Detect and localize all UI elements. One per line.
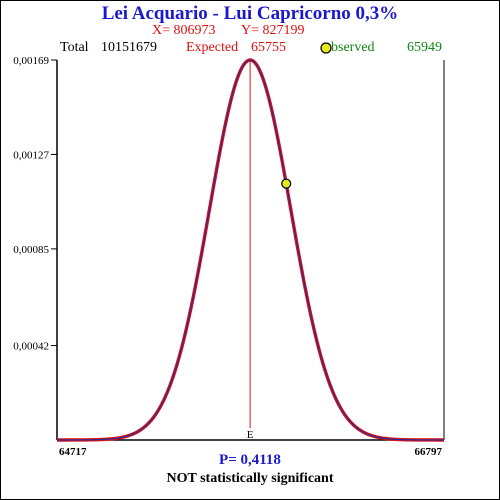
density-curve-core — [56, 59, 445, 441]
y-tick-label: 0,00085 — [13, 244, 49, 256]
observed-value: 65949 — [407, 40, 442, 55]
observed-legend-marker-icon — [320, 42, 332, 54]
p-value: P= 0,4118 — [219, 452, 281, 468]
significance-verdict: NOT statistically significant — [166, 471, 334, 486]
observed-label: bserved — [331, 40, 375, 55]
total-label: Total — [60, 40, 89, 55]
expected-label: Expected — [186, 40, 239, 55]
y-tick-group: 0,00169 0,00127 0,00085 0,00042 — [13, 55, 57, 353]
y-tick-label: 0,00127 — [13, 149, 49, 161]
total-value: 10151679 — [101, 40, 157, 55]
x-tick-group: 64717 66797 — [59, 446, 443, 458]
expected-value: 65755 — [251, 40, 286, 55]
y-tick-label: 0,00169 — [13, 55, 49, 67]
observed-marker — [281, 178, 292, 189]
x-count: X= 806973 — [152, 23, 216, 38]
x-tick-label: 64717 — [59, 446, 87, 458]
x-tick-label: 66797 — [415, 446, 443, 458]
chart-title: Lei Acquario - Lui Capricorno 0,3% — [101, 3, 399, 24]
y-count: Y= 827199 — [241, 23, 305, 38]
y-tick-label: 0,00042 — [13, 341, 49, 353]
expected-marker-label: E — [247, 429, 254, 441]
